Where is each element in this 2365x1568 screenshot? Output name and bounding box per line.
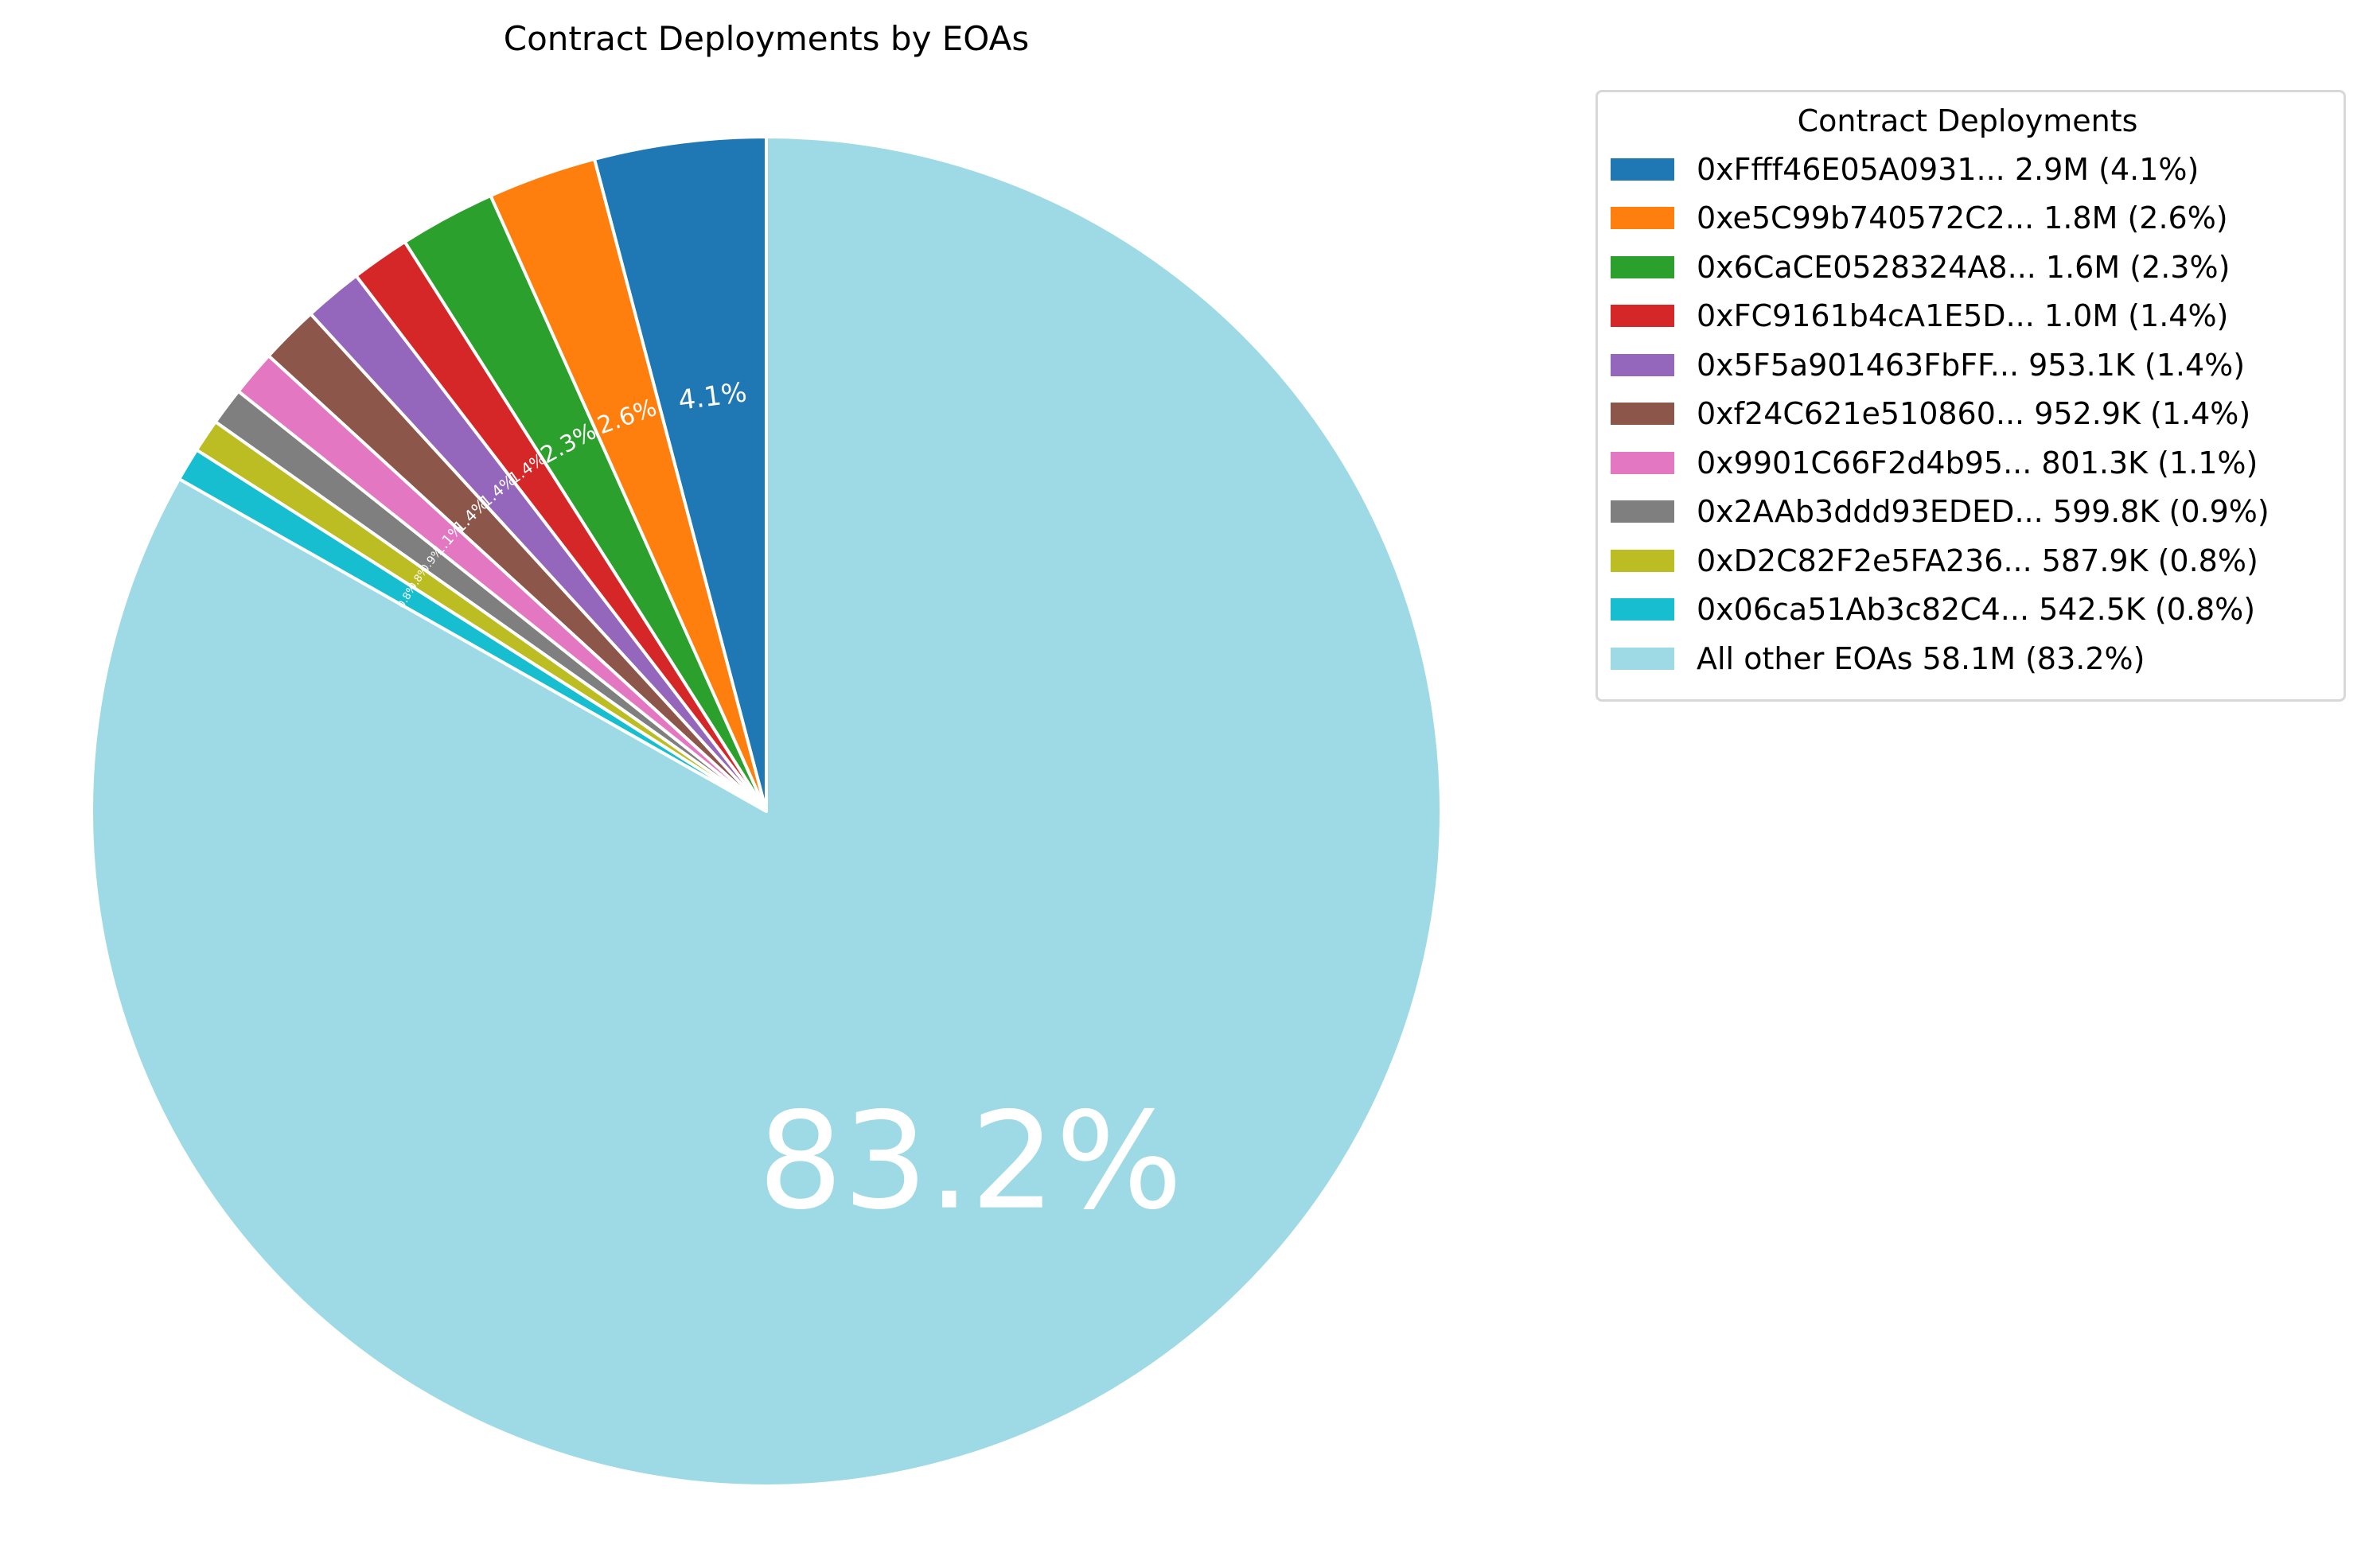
legend: Contract Deployments 0xFfff46E05A0931...… <box>1595 90 2346 702</box>
legend-entry: 0xD2C82F2e5FA236... 587.9K (0.8%) <box>1611 536 2324 586</box>
legend-entry: 0x6CaCE0528324A8... 1.6M (2.3%) <box>1611 243 2324 292</box>
chart-title: Contract Deployments by EOAs <box>503 19 1030 58</box>
pie-slice <box>90 135 1443 1488</box>
legend-swatch <box>1611 403 1674 426</box>
legend-swatch <box>1611 500 1674 523</box>
legend-swatch <box>1611 647 1674 670</box>
pie-slices <box>90 135 1443 1488</box>
legend-entry: 0x2AAb3ddd93EDED... 599.8K (0.9%) <box>1611 488 2324 537</box>
legend-entries: 0xFfff46E05A0931... 2.9M (4.1%) 0xe5C99b7… <box>1611 145 2324 683</box>
pie-slice-labels: 4.1%2.6%2.3%1.4%1.4%1.4%1.1%0.9%0.8%0.8%… <box>395 376 1182 1239</box>
legend-swatch <box>1611 353 1674 376</box>
pie-slice-label: 83.2% <box>758 1084 1182 1239</box>
legend-swatch <box>1611 598 1674 621</box>
legend-title: Contract Deployments <box>1797 103 2138 138</box>
legend-entry: 0xf24C621e510860... 952.9K (1.4%) <box>1611 390 2324 439</box>
legend-entry: 0xe5C99b740572C2... 1.8M (2.6%) <box>1611 194 2324 243</box>
legend-label: 0x2AAb3ddd93EDED... 599.8K (0.9%) <box>1697 494 2270 530</box>
legend-swatch <box>1611 158 1674 181</box>
legend-label: 0xf24C621e510860... 952.9K (1.4%) <box>1697 396 2251 432</box>
legend-swatch <box>1611 305 1674 328</box>
legend-swatch <box>1611 255 1674 278</box>
legend-label: 0x5F5a901463FbFF... 953.1K (1.4%) <box>1697 347 2246 383</box>
legend-entry: 0xFfff46E05A0931... 2.9M (4.1%) <box>1611 145 2324 194</box>
legend-label: 0xFfff46E05A0931... 2.9M (4.1%) <box>1697 151 2199 187</box>
pie-chart: 4.1%2.6%2.3%1.4%1.4%1.4%1.1%0.9%0.8%0.8%… <box>90 135 1443 1488</box>
legend-swatch <box>1611 549 1674 572</box>
legend-entry: 0xFC9161b4cA1E5D... 1.0M (1.4%) <box>1611 292 2324 341</box>
legend-label: 0xe5C99b740572C2... 1.8M (2.6%) <box>1697 200 2228 236</box>
legend-entry: 0x9901C66F2d4b95... 801.3K (1.1%) <box>1611 438 2324 488</box>
legend-label: All other EOAs 58.1M (83.2%) <box>1697 640 2145 676</box>
legend-label: 0xFC9161b4cA1E5D... 1.0M (1.4%) <box>1697 298 2229 334</box>
legend-swatch <box>1611 207 1674 230</box>
legend-label: 0x06ca51Ab3c82C4... 542.5K (0.8%) <box>1697 592 2256 628</box>
legend-entry: 0x5F5a901463FbFF... 953.1K (1.4%) <box>1611 340 2324 390</box>
legend-label: 0x9901C66F2d4b95... 801.3K (1.1%) <box>1697 445 2258 481</box>
legend-entry: All other EOAs 58.1M (83.2%) <box>1611 634 2324 683</box>
legend-label: 0x6CaCE0528324A8... 1.6M (2.3%) <box>1697 249 2231 285</box>
legend-label: 0xD2C82F2e5FA236... 587.9K (0.8%) <box>1697 543 2258 578</box>
legend-swatch <box>1611 451 1674 474</box>
legend-entry: 0x06ca51Ab3c82C4... 542.5K (0.8%) <box>1611 586 2324 635</box>
